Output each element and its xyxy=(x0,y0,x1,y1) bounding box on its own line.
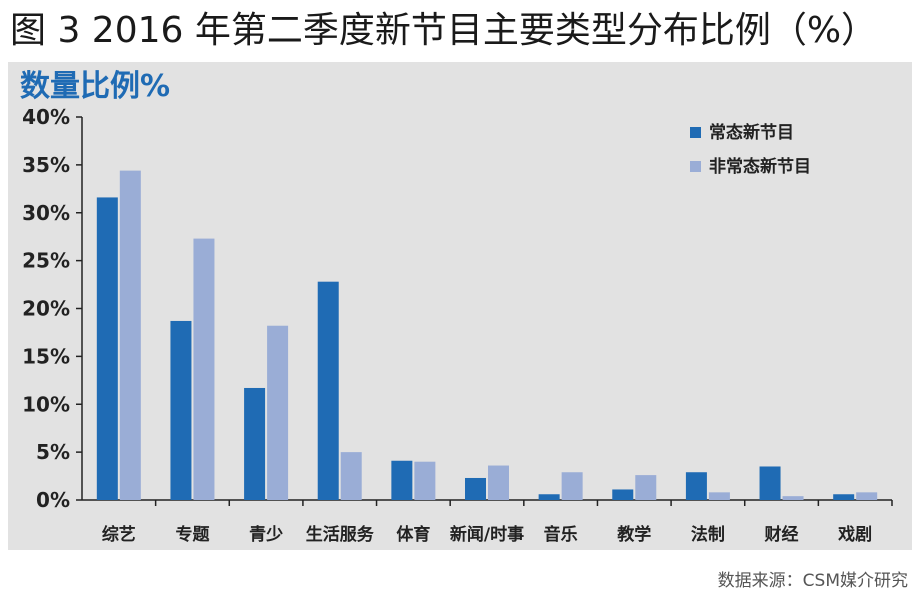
y-tick-label: 30% xyxy=(22,201,70,225)
bar-regular xyxy=(317,281,339,500)
x-tick-label: 体育 xyxy=(396,524,430,545)
y-tick-label: 20% xyxy=(22,297,70,321)
y-tick-label: 0% xyxy=(36,488,70,512)
y-tick-label: 5% xyxy=(36,440,70,464)
bar-irregular xyxy=(267,325,289,500)
bar-irregular xyxy=(340,452,362,500)
bar-irregular xyxy=(708,492,730,500)
y-tick-label: 35% xyxy=(22,153,70,177)
x-tick-label: 生活服务 xyxy=(306,524,375,545)
x-tick-label: 音乐 xyxy=(544,524,578,545)
bar-irregular xyxy=(561,472,583,500)
y-tick-label: 25% xyxy=(22,249,70,273)
bar-regular xyxy=(538,494,560,500)
source-note: 数据来源：CSM媒介研究 xyxy=(717,571,908,591)
x-tick-label: 综艺 xyxy=(102,524,136,545)
x-tick-label: 专题 xyxy=(175,524,210,545)
bar-regular xyxy=(244,387,266,500)
bar-irregular xyxy=(488,465,509,500)
bar-regular xyxy=(96,197,118,500)
bar-regular xyxy=(759,466,781,500)
axes xyxy=(76,116,893,506)
x-tick-label: 戏剧 xyxy=(837,524,872,545)
bar-irregular xyxy=(414,461,436,500)
chart-title: 数量比例% xyxy=(20,69,170,104)
y-tick-labels: 0% 5% 10% 15% 20% 25% 30% 35% 40% xyxy=(22,105,70,512)
y-tick-label: 15% xyxy=(22,344,70,368)
bar-irregular xyxy=(635,475,657,500)
bar-regular xyxy=(612,489,634,500)
bar-regular xyxy=(685,472,707,500)
x-tick-label: 教学 xyxy=(616,524,651,545)
bar-regular xyxy=(391,460,413,500)
bar-regular xyxy=(833,494,855,500)
x-tick-label: 新闻/时事 xyxy=(450,524,524,545)
legend-label: 常态新节目 xyxy=(709,122,794,143)
bar-irregular xyxy=(782,496,804,500)
bars xyxy=(96,170,878,501)
x-tick-labels: 综艺 专题 青少 生活服务 体育 新闻/时事 音乐 教学 法制 财经 戏剧 xyxy=(102,524,872,545)
bar-irregular xyxy=(193,238,215,501)
x-tick-label: 法制 xyxy=(691,524,725,545)
x-tick-label: 青少 xyxy=(249,524,283,545)
bar-irregular xyxy=(119,170,141,500)
legend-swatch xyxy=(690,127,701,138)
bar-irregular xyxy=(856,492,878,500)
bar-regular xyxy=(465,477,486,500)
y-tick-label: 10% xyxy=(22,392,70,416)
y-tick-label: 40% xyxy=(22,105,70,129)
legend-swatch xyxy=(690,161,701,172)
legend-label: 非常态新节目 xyxy=(709,156,811,177)
figure-title: 图 3 2016 年第二季度新节目主要类型分布比例（%） xyxy=(10,10,878,51)
x-tick-label: 财经 xyxy=(764,524,799,545)
bar-regular xyxy=(170,320,192,500)
